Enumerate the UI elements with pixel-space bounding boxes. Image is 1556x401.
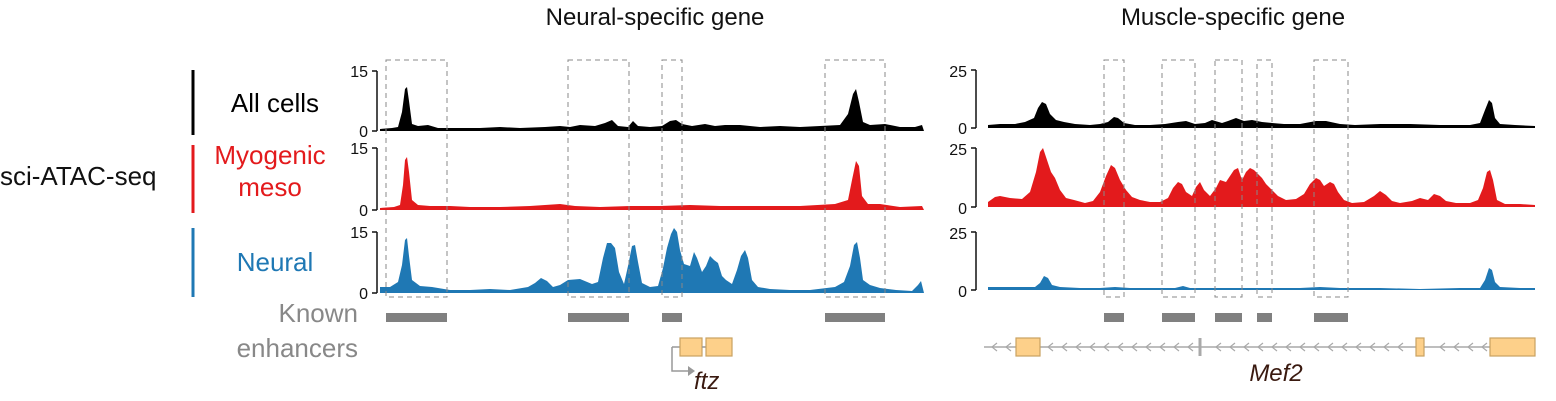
- axis-left-all: 15 0: [350, 64, 378, 141]
- panel-neural: 15 0 15 0 15 0: [350, 59, 924, 395]
- axis-left-neural: 15 0: [350, 225, 378, 303]
- enhancer-label-line2: enhancers: [237, 333, 358, 363]
- tick-min: 0: [958, 201, 967, 218]
- assay-label: sci-ATAC-seq: [0, 161, 157, 191]
- tick-min: 0: [958, 121, 967, 138]
- track-label-all-cells: All cells: [231, 88, 319, 118]
- intron-arrow: [1215, 342, 1222, 352]
- tick-min: 0: [359, 203, 368, 220]
- enhancer-boxes-left: [385, 59, 886, 298]
- track-label-myogenic-line1: Myogenic: [214, 140, 325, 170]
- gene-label-ftz: ftz: [694, 368, 719, 395]
- intron-arrow: [1243, 342, 1250, 352]
- intron-arrow: [1089, 342, 1096, 352]
- panel-title-muscle: Muscle-specific gene: [1121, 4, 1345, 31]
- tick-max: 25: [949, 142, 967, 159]
- intron-arrow: [1397, 342, 1404, 352]
- intron-arrow: [1131, 342, 1138, 352]
- intron-arrow: [991, 342, 998, 352]
- gene-model-mef2: Mef2: [984, 337, 1536, 387]
- tick-min: 0: [359, 124, 368, 141]
- intron-arrow: [1159, 342, 1166, 352]
- intron-arrow: [1313, 342, 1320, 352]
- intron-arrow: [1355, 342, 1362, 352]
- intron-arrow: [1257, 342, 1264, 352]
- signal-neural-left: [380, 228, 924, 293]
- axis-left-myo: 15 0: [350, 141, 378, 220]
- tick-max: 15: [350, 64, 368, 81]
- intron-arrow: [1467, 342, 1474, 352]
- intron-arrow: [1481, 342, 1488, 352]
- axis-right-neural: 25 0: [949, 226, 977, 301]
- intron-arrow: [1271, 342, 1278, 352]
- intron-arrow: [1117, 342, 1124, 352]
- intron-arrow: [1061, 342, 1068, 352]
- gene-model-ftz: ftz: [671, 337, 733, 395]
- enhancer-label-line1: Known: [279, 298, 359, 328]
- intron-arrow: [1369, 342, 1376, 352]
- intron-arrow: [1173, 342, 1180, 352]
- tick-min: 0: [359, 286, 368, 303]
- signal-all-cells-left: [380, 87, 924, 131]
- signal-all-cells-right: [988, 100, 1535, 128]
- intron-arrow: [1103, 342, 1110, 352]
- intron-arrow: [1075, 342, 1082, 352]
- signal-myogenic-left: [380, 157, 924, 210]
- tick-max: 15: [350, 141, 368, 158]
- gene-label-mef2: Mef2: [1249, 360, 1302, 387]
- intron-arrow: [1439, 342, 1446, 352]
- signal-neural-right: [988, 268, 1535, 290]
- panel-title-neural: Neural-specific gene: [546, 4, 765, 31]
- track-label-neural: Neural: [237, 247, 314, 277]
- intron-arrow: [1047, 342, 1054, 352]
- enhancer-bars-right: [1104, 313, 1348, 322]
- tick-min: 0: [958, 284, 967, 301]
- tick-max: 25: [949, 64, 967, 81]
- intron-arrow: [1285, 342, 1292, 352]
- enhancer-bars-left: [386, 313, 885, 322]
- intron-arrow: [1005, 342, 1012, 352]
- tick-max: 15: [350, 225, 368, 242]
- signal-myogenic-right: [988, 148, 1535, 207]
- enhancer-boxes-right: [1103, 59, 1349, 298]
- intron-arrow: [1383, 342, 1390, 352]
- intron-arrow: [1229, 342, 1236, 352]
- panel-muscle: 25 0 25 0 25 0: [949, 59, 1536, 387]
- intron-arrow: [1299, 342, 1306, 352]
- tick-max: 25: [949, 226, 967, 243]
- axis-right-all: 25 0: [949, 64, 977, 138]
- intron-arrow: [1145, 342, 1152, 352]
- axis-right-myo: 25 0: [949, 142, 977, 218]
- intron-arrow: [1327, 342, 1334, 352]
- intron-arrow: [1187, 342, 1194, 352]
- intron-arrow: [1453, 342, 1460, 352]
- intron-arrow: [1341, 342, 1348, 352]
- track-label-myogenic-line2: meso: [238, 172, 302, 202]
